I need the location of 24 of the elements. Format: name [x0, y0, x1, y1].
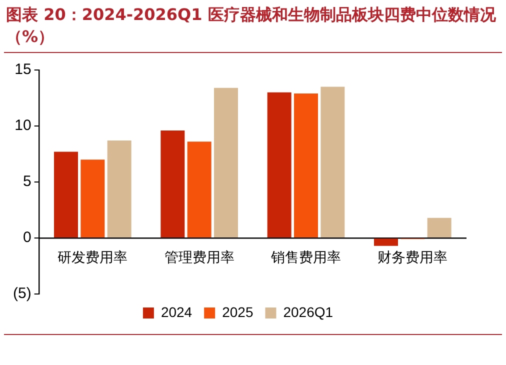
chart-title: 图表 20：2024-2026Q1 医疗器械和生物制品板块四费中位数情况（%） — [6, 4, 497, 48]
bar — [320, 86, 345, 238]
y-tick-label: (5) — [12, 285, 32, 302]
y-tick-label: 10 — [14, 117, 32, 134]
x-tick-label: 管理费用率 — [164, 250, 234, 266]
x-tick-label: 财务费用率 — [378, 250, 448, 266]
legend-label: 2025 — [222, 304, 254, 320]
bar — [54, 152, 78, 238]
bar — [187, 142, 212, 238]
y-tick-label: 15 — [14, 61, 32, 78]
bar — [80, 160, 105, 238]
y-tick-label: 0 — [22, 229, 32, 246]
bar — [214, 88, 238, 238]
bar — [160, 130, 185, 238]
bar — [427, 218, 452, 238]
bar — [107, 140, 132, 238]
legend-label: 2026Q1 — [283, 304, 334, 320]
bar — [267, 92, 292, 238]
legend-label: 2024 — [160, 304, 192, 320]
x-tick-label: 研发费用率 — [58, 250, 128, 266]
bar — [374, 238, 398, 246]
bar — [294, 94, 318, 238]
x-tick-label: 销售费用率 — [270, 250, 341, 266]
y-tick-label: 5 — [22, 173, 32, 190]
